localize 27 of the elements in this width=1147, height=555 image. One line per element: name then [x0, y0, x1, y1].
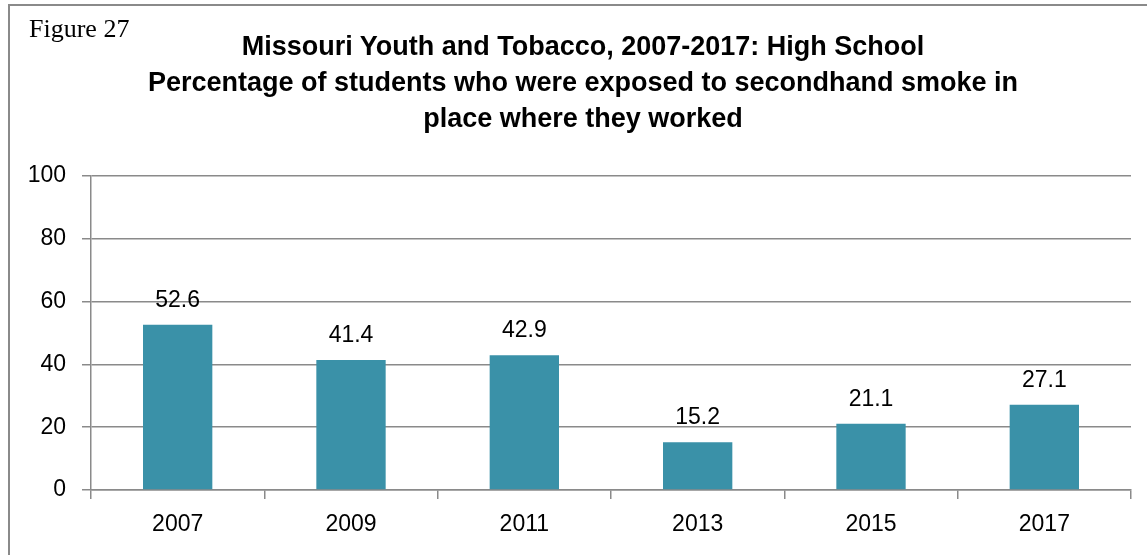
data-label: 41.4 — [328, 320, 374, 347]
data-label: 42.9 — [501, 316, 547, 343]
y-tick-label: 80 — [40, 223, 66, 250]
data-label: 15.2 — [675, 403, 721, 430]
x-tick-label: 2017 — [1018, 510, 1070, 537]
y-tick-label: 0 — [53, 475, 66, 502]
bar — [1009, 404, 1079, 490]
caption: Figure 27 — [29, 14, 130, 44]
y-tick-label: 40 — [40, 349, 66, 376]
y-tick-label: 60 — [40, 286, 66, 313]
data-label: 27.1 — [1021, 365, 1067, 392]
y-tick-label: 100 — [27, 161, 66, 188]
x-tick-label: 2009 — [325, 510, 377, 537]
x-tick-label: 2013 — [672, 510, 724, 537]
data-label: 21.1 — [848, 384, 894, 411]
bar — [143, 324, 213, 490]
bar — [663, 442, 733, 490]
bar — [316, 359, 386, 490]
chart-title: Missouri Youth and Tobacco, 2007-2017: High School — [241, 31, 925, 61]
data-label: 52.6 — [155, 285, 201, 312]
x-tick-label: 2011 — [499, 510, 550, 537]
bar — [836, 423, 906, 490]
x-tick-label: 2007 — [152, 510, 204, 537]
y-tick-label: 20 — [40, 412, 66, 439]
bar — [489, 355, 559, 490]
x-tick-label: 2015 — [845, 510, 897, 537]
chart-subtitle: Percentage of students who were exposed to secondhand smoke in place where they worked — [146, 66, 1020, 135]
